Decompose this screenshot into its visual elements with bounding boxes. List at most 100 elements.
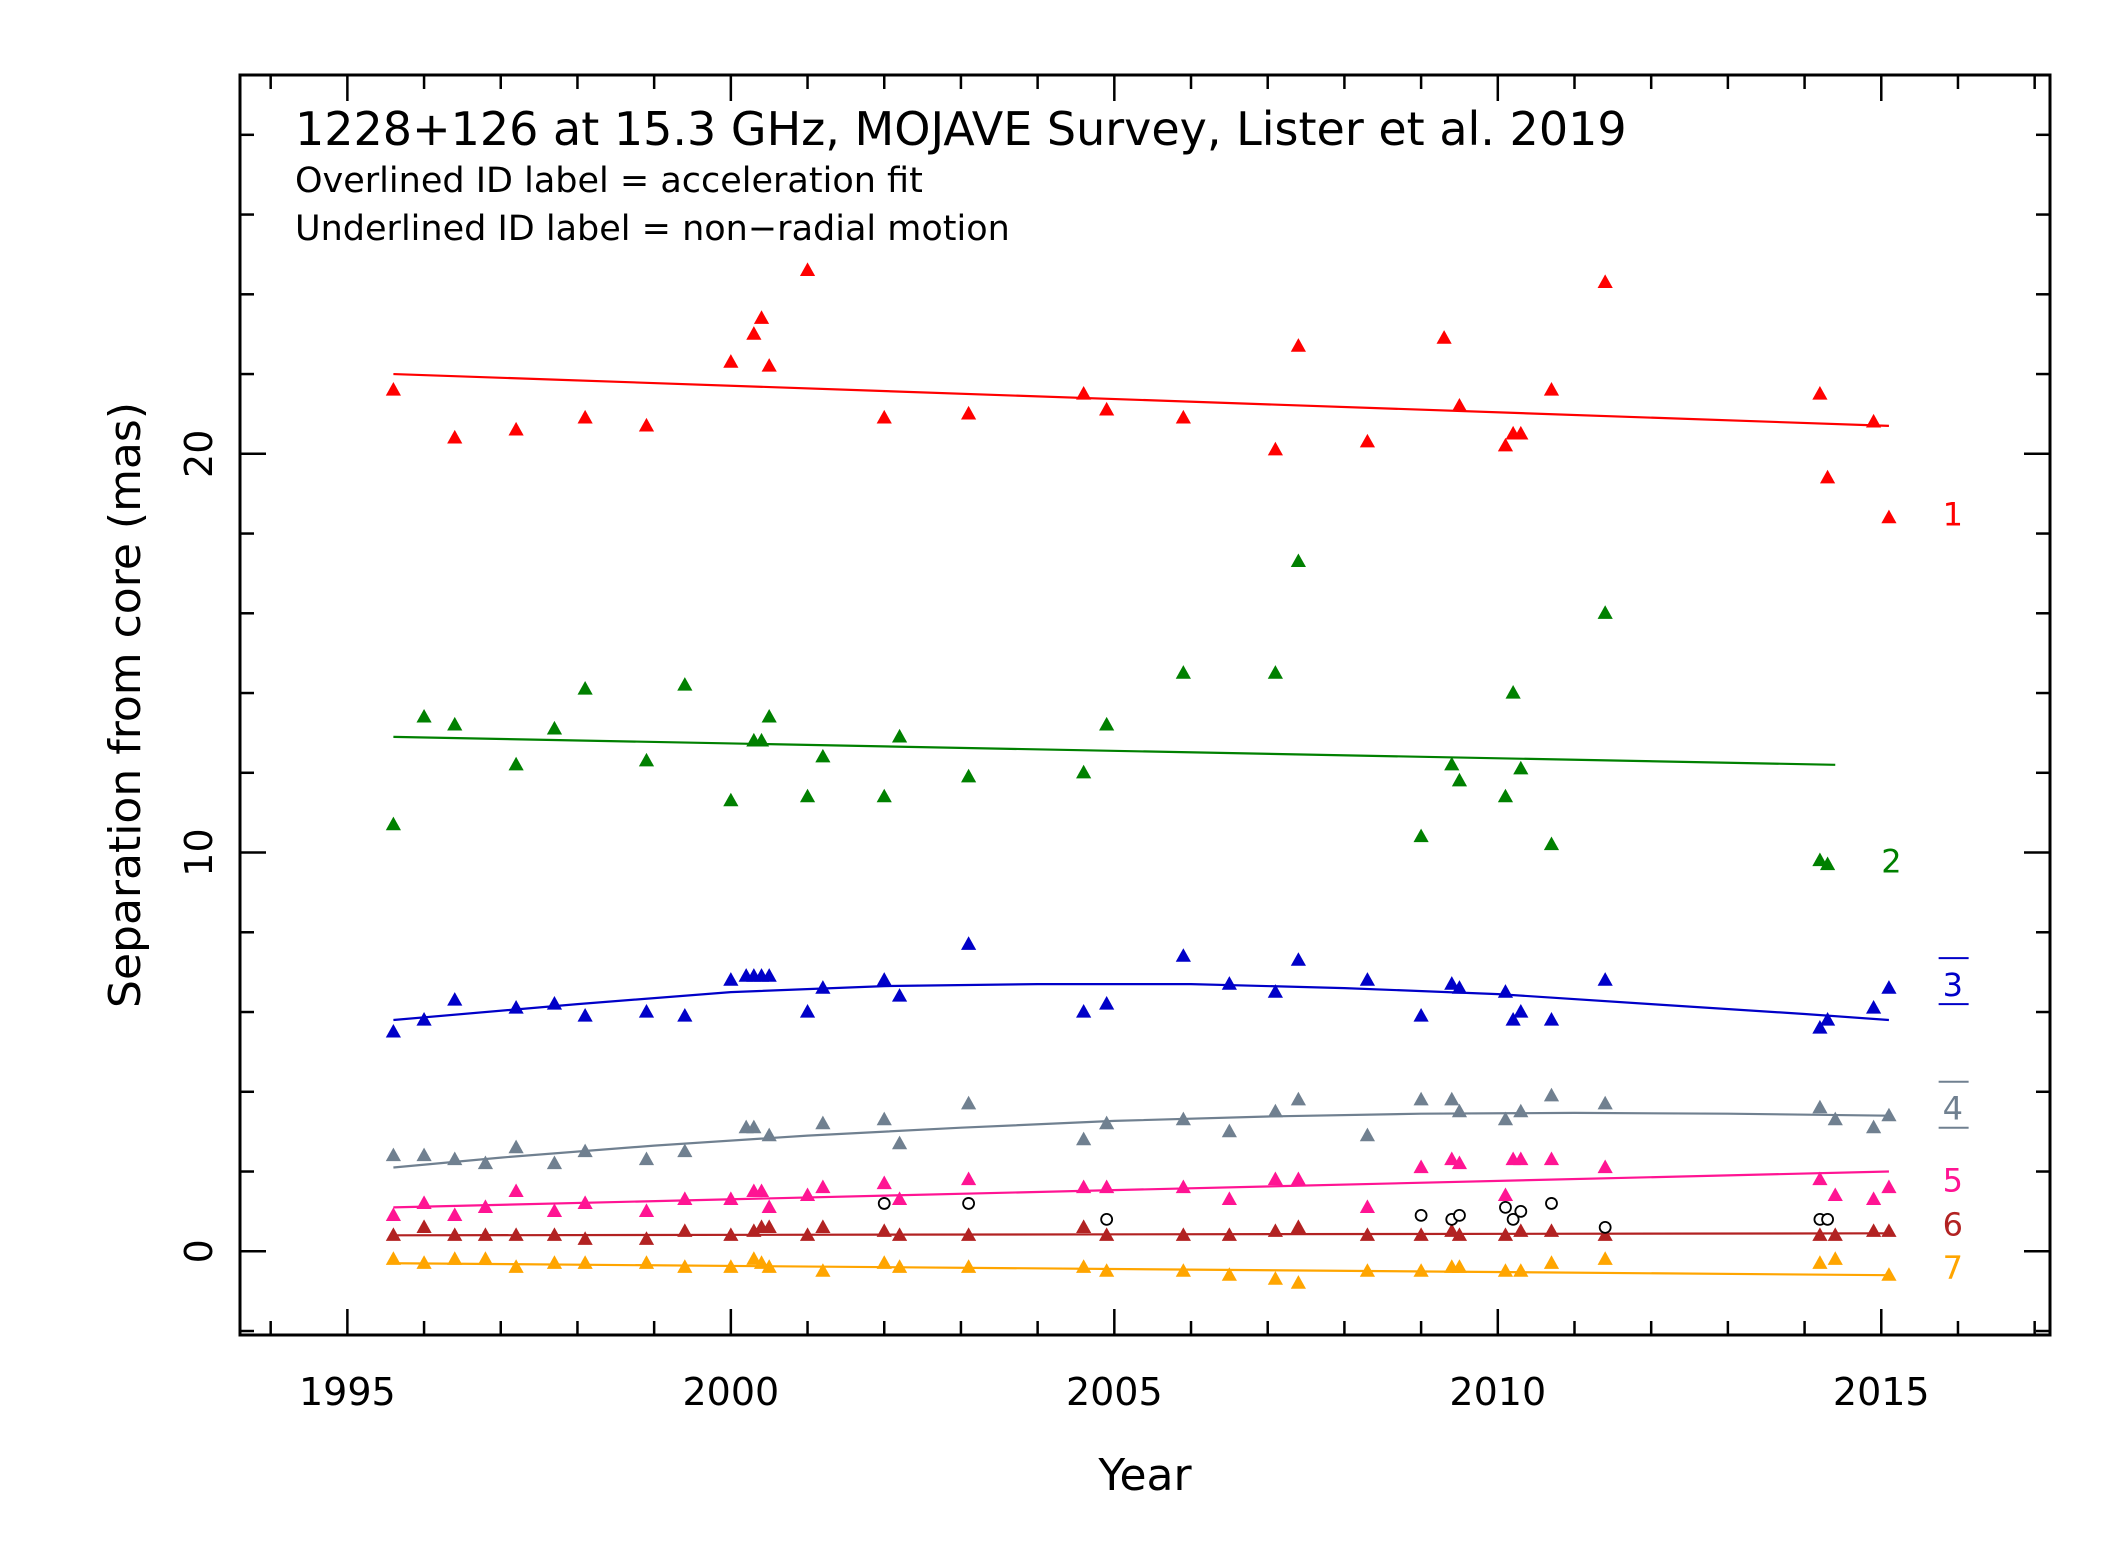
id-label-5: 5 (1943, 1161, 1963, 1199)
point-component-7 (1290, 1275, 1306, 1289)
point-component-2 (1543, 836, 1560, 851)
point-component-5 (447, 1207, 463, 1221)
point-component-3 (1513, 1004, 1529, 1018)
point-component-5 (891, 1191, 908, 1206)
point-component-4 (638, 1151, 655, 1166)
point-component-6 (1099, 1227, 1115, 1241)
point-component-5 (385, 1207, 401, 1221)
point-component-2 (891, 728, 908, 743)
id-label-2: 2 (1881, 843, 1901, 881)
unidentified-point (1545, 1197, 1558, 1210)
point-component-6 (1597, 1227, 1613, 1241)
point-component-5 (1812, 1171, 1828, 1186)
point-component-3 (1505, 1012, 1521, 1026)
point-component-4 (1444, 1091, 1460, 1106)
point-component-2 (753, 732, 770, 747)
point-component-6 (1359, 1227, 1376, 1241)
point-component-2 (1267, 665, 1283, 679)
unidentified-point (877, 1197, 891, 1210)
point-component-3 (876, 972, 892, 986)
point-component-1 (1497, 437, 1514, 452)
point-component-2 (761, 708, 777, 723)
fit-curve-4 (393, 1111, 1889, 1169)
point-component-1 (1451, 397, 1468, 412)
point-component-6 (723, 1227, 739, 1241)
point-component-5 (1597, 1159, 1613, 1174)
id-label-1: 1 (1943, 496, 1963, 534)
point-component-1 (961, 405, 977, 420)
point-component-5 (815, 1179, 831, 1194)
point-component-7 (1267, 1271, 1283, 1285)
point-component-3 (1881, 980, 1897, 994)
point-component-6 (746, 1223, 762, 1237)
point-component-2 (447, 716, 463, 731)
unidentified-point (962, 1197, 976, 1210)
point-component-4 (1359, 1127, 1376, 1142)
point-component-1 (1812, 385, 1828, 400)
point-component-6 (385, 1227, 401, 1241)
point-component-6 (416, 1219, 432, 1233)
point-component-5 (1497, 1187, 1514, 1202)
point-component-6 (761, 1219, 777, 1233)
point-component-1 (1819, 469, 1836, 484)
point-component-1 (1543, 382, 1560, 396)
y-tick-label: 20 (177, 430, 221, 478)
point-component-2 (1812, 852, 1828, 867)
point-component-4 (1866, 1119, 1882, 1134)
point-component-3 (546, 996, 563, 1010)
point-component-4 (508, 1139, 524, 1154)
point-component-5 (753, 1183, 770, 1198)
point-component-4 (1221, 1123, 1237, 1138)
point-component-4 (677, 1143, 693, 1158)
point-component-7 (638, 1255, 655, 1269)
point-component-6 (961, 1227, 977, 1241)
point-component-2 (961, 768, 977, 783)
point-component-7 (761, 1259, 777, 1273)
point-component-1 (1881, 509, 1897, 524)
point-component-4 (546, 1155, 563, 1170)
point-component-3 (508, 1000, 524, 1014)
point-component-2 (508, 756, 524, 771)
point-component-2 (1290, 553, 1306, 568)
point-component-3 (638, 1004, 655, 1018)
plot-frame (238, 73, 2052, 1337)
point-component-1 (638, 417, 655, 432)
point-component-7 (416, 1255, 432, 1269)
point-component-5 (1444, 1151, 1460, 1166)
point-component-3 (723, 972, 739, 986)
point-component-3 (961, 936, 977, 950)
point-component-7 (1812, 1255, 1828, 1269)
point-component-7 (447, 1251, 463, 1265)
point-component-5 (961, 1171, 977, 1186)
point-component-1 (508, 421, 524, 436)
point-component-2 (1444, 756, 1460, 771)
point-component-5 (1221, 1191, 1237, 1206)
point-component-4 (746, 1119, 762, 1134)
point-component-3 (761, 968, 777, 982)
point-component-4 (385, 1147, 401, 1162)
point-component-1 (1175, 409, 1191, 424)
point-component-5 (876, 1175, 892, 1190)
point-component-5 (1290, 1171, 1306, 1186)
point-component-5 (1866, 1191, 1882, 1206)
point-component-5 (1513, 1151, 1529, 1166)
id-label-6: 6 (1943, 1205, 1963, 1243)
unidentified-point (1506, 1212, 1520, 1226)
point-component-7 (677, 1259, 693, 1273)
fit-line-1 (393, 372, 1889, 427)
unidentified-point (1453, 1208, 1466, 1222)
point-component-3 (677, 1008, 693, 1022)
point-component-3 (1819, 1012, 1836, 1026)
point-component-2 (385, 816, 401, 831)
point-component-5 (1543, 1151, 1560, 1166)
point-component-6 (799, 1227, 816, 1241)
point-component-2 (815, 748, 831, 763)
point-component-6 (677, 1223, 693, 1237)
point-component-2 (416, 708, 432, 723)
point-component-5 (1881, 1179, 1897, 1194)
point-component-6 (1812, 1227, 1828, 1241)
point-component-6 (477, 1227, 494, 1241)
point-component-4 (1513, 1103, 1529, 1118)
point-component-5 (723, 1191, 739, 1206)
point-component-3 (1267, 984, 1283, 998)
